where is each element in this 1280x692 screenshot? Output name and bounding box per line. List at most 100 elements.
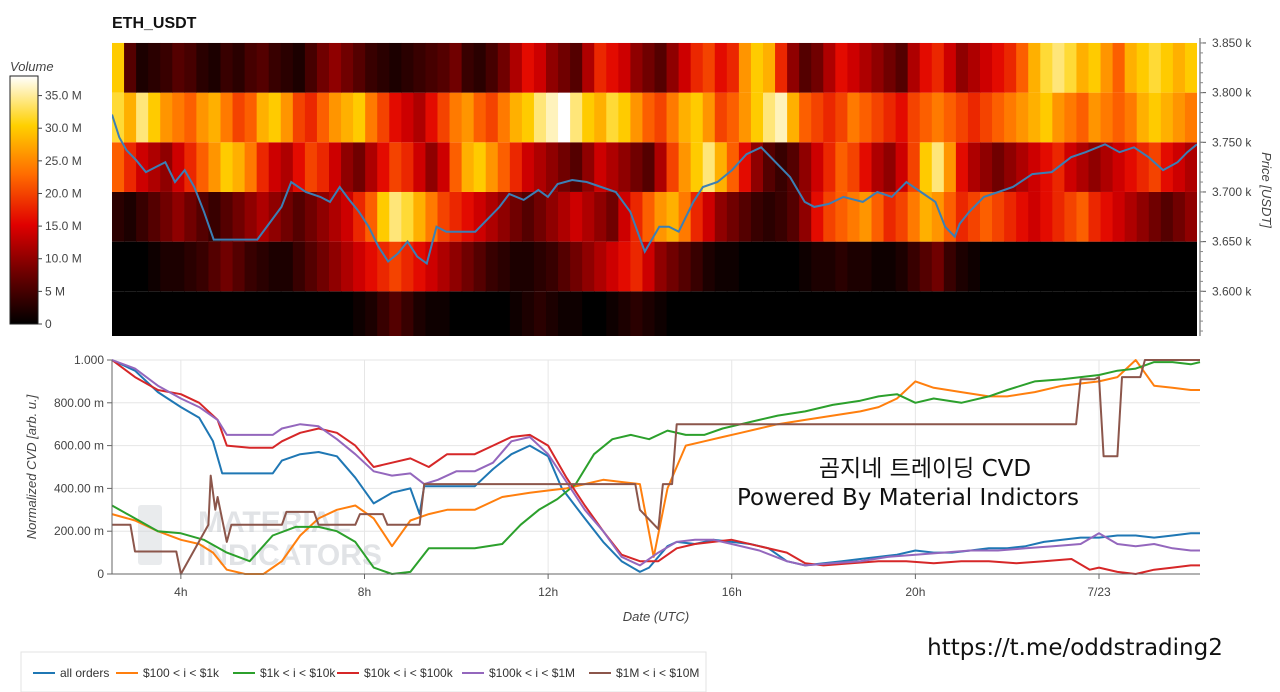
heatmap-cell bbox=[823, 191, 836, 242]
heatmap-cell bbox=[642, 291, 656, 336]
price-tick-label: 3.750 k bbox=[1212, 135, 1252, 149]
heatmap-cell bbox=[1160, 92, 1174, 143]
heatmap-cell bbox=[244, 142, 258, 192]
cvd-x-tick-label: 16h bbox=[722, 585, 742, 599]
heatmap-cell bbox=[992, 42, 1005, 93]
heatmap-cell bbox=[449, 191, 463, 242]
heatmap-cell bbox=[437, 241, 451, 292]
heatmap-cell bbox=[365, 42, 378, 93]
heatmap-cell bbox=[521, 142, 535, 192]
colorbar-tick-label: 15.0 M bbox=[45, 219, 82, 233]
cvd-y-tick-label: 400.00 m bbox=[54, 481, 104, 495]
heatmap-cell bbox=[678, 142, 692, 192]
heatmap-cell bbox=[124, 42, 137, 93]
legend-item-label: $1M < i < $10M bbox=[616, 666, 699, 680]
heatmap-cell bbox=[799, 142, 812, 192]
heatmap-cell bbox=[509, 241, 523, 292]
heatmap-cell bbox=[1172, 291, 1186, 336]
heatmap-cell bbox=[160, 42, 173, 93]
heatmap-cell bbox=[847, 92, 861, 143]
heatmap-cell bbox=[329, 191, 342, 242]
heatmap-cell bbox=[546, 92, 559, 143]
heatmap-cell bbox=[389, 191, 402, 242]
heatmap-cell bbox=[630, 142, 644, 192]
heatmap-cell bbox=[304, 42, 318, 93]
heatmap-cell bbox=[1040, 191, 1053, 242]
heatmap-cell bbox=[413, 142, 427, 192]
heatmap-cell bbox=[1088, 291, 1102, 336]
heatmap-cell bbox=[763, 191, 776, 242]
heatmap-cell bbox=[871, 42, 885, 93]
heatmap-cell bbox=[787, 241, 800, 292]
heatmap-cell bbox=[1040, 241, 1053, 292]
heatmap-cell bbox=[172, 142, 185, 192]
heatmap-cell bbox=[196, 191, 210, 242]
heatmap-cell bbox=[220, 191, 234, 242]
heatmap-cell bbox=[172, 92, 185, 143]
heatmap-cell bbox=[341, 92, 354, 143]
heatmap-cell bbox=[329, 142, 342, 192]
colorbar-tick-label: 30.0 M bbox=[45, 121, 82, 135]
heatmap-cell bbox=[497, 291, 511, 336]
telegram-link[interactable]: https://t.me/oddstrading2 bbox=[927, 635, 1223, 661]
heatmap-cell bbox=[980, 42, 993, 93]
heatmap-cell bbox=[992, 291, 1005, 336]
heatmap-cell bbox=[606, 291, 619, 336]
heatmap-cell bbox=[654, 291, 668, 336]
heatmap-cell bbox=[883, 42, 897, 93]
heatmap-cell bbox=[196, 291, 210, 336]
heatmap-cell bbox=[172, 42, 185, 93]
heatmap-cell bbox=[714, 291, 728, 336]
heatmap-cell bbox=[835, 291, 848, 336]
heatmap-cell bbox=[148, 92, 161, 143]
heatmap-cell bbox=[461, 191, 475, 242]
heatmap-cell bbox=[955, 142, 969, 192]
heatmap-cell bbox=[931, 142, 945, 192]
heatmap-cell bbox=[1100, 92, 1114, 143]
heatmap-cell bbox=[955, 92, 969, 143]
heatmap-cell bbox=[582, 291, 595, 336]
heatmap-cell bbox=[1124, 42, 1138, 93]
heatmap-cell bbox=[160, 92, 173, 143]
heatmap-cell bbox=[437, 142, 451, 192]
price-axis-label: Price [USDT] bbox=[1259, 152, 1274, 228]
heatmap-cell bbox=[811, 92, 824, 143]
heatmap-cell bbox=[184, 241, 197, 292]
heatmap-cell bbox=[895, 142, 909, 192]
heatmap-cell bbox=[931, 241, 945, 292]
heatmap-cell bbox=[955, 241, 969, 292]
heatmap-cell bbox=[232, 291, 246, 336]
heatmap-cell bbox=[112, 92, 125, 143]
heatmap-cell bbox=[835, 241, 848, 292]
heatmap-cell bbox=[980, 191, 993, 242]
heatmap-cell bbox=[316, 92, 330, 143]
heatmap-cell bbox=[316, 142, 330, 192]
cvd-x-tick-label: 4h bbox=[174, 585, 187, 599]
heatmap-cell bbox=[967, 142, 981, 192]
heatmap-cell bbox=[533, 241, 547, 292]
heatmap-cell bbox=[943, 92, 957, 143]
watermark: MATERIAL INDICATORS bbox=[138, 505, 382, 572]
heatmap-cell bbox=[196, 241, 210, 292]
heatmap-cell bbox=[678, 291, 692, 336]
heatmap-cell bbox=[835, 92, 848, 143]
heatmap-cell bbox=[268, 142, 282, 192]
heatmap-cell bbox=[473, 241, 487, 292]
heatmap-cell bbox=[787, 92, 800, 143]
heatmap-cell bbox=[304, 142, 318, 192]
heatmap-cell bbox=[425, 92, 439, 143]
heatmap-cell bbox=[160, 142, 173, 192]
heatmap-cell bbox=[1112, 92, 1126, 143]
heatmap-cell bbox=[172, 191, 185, 242]
heatmap-cell bbox=[473, 42, 487, 93]
heatmap-cell bbox=[1064, 291, 1078, 336]
heatmap-cell bbox=[353, 142, 366, 192]
cvd-x-ticks: 4h 8h 12h 16h 20h 7/23 bbox=[174, 574, 1111, 599]
heatmap-cell bbox=[232, 241, 246, 292]
heatmap-cell bbox=[268, 291, 282, 336]
heatmap-cell bbox=[208, 291, 222, 336]
heatmap-cell bbox=[220, 92, 234, 143]
heatmap-cell bbox=[750, 191, 764, 242]
heatmap-cell bbox=[750, 42, 764, 93]
heatmap-cell bbox=[461, 241, 475, 292]
